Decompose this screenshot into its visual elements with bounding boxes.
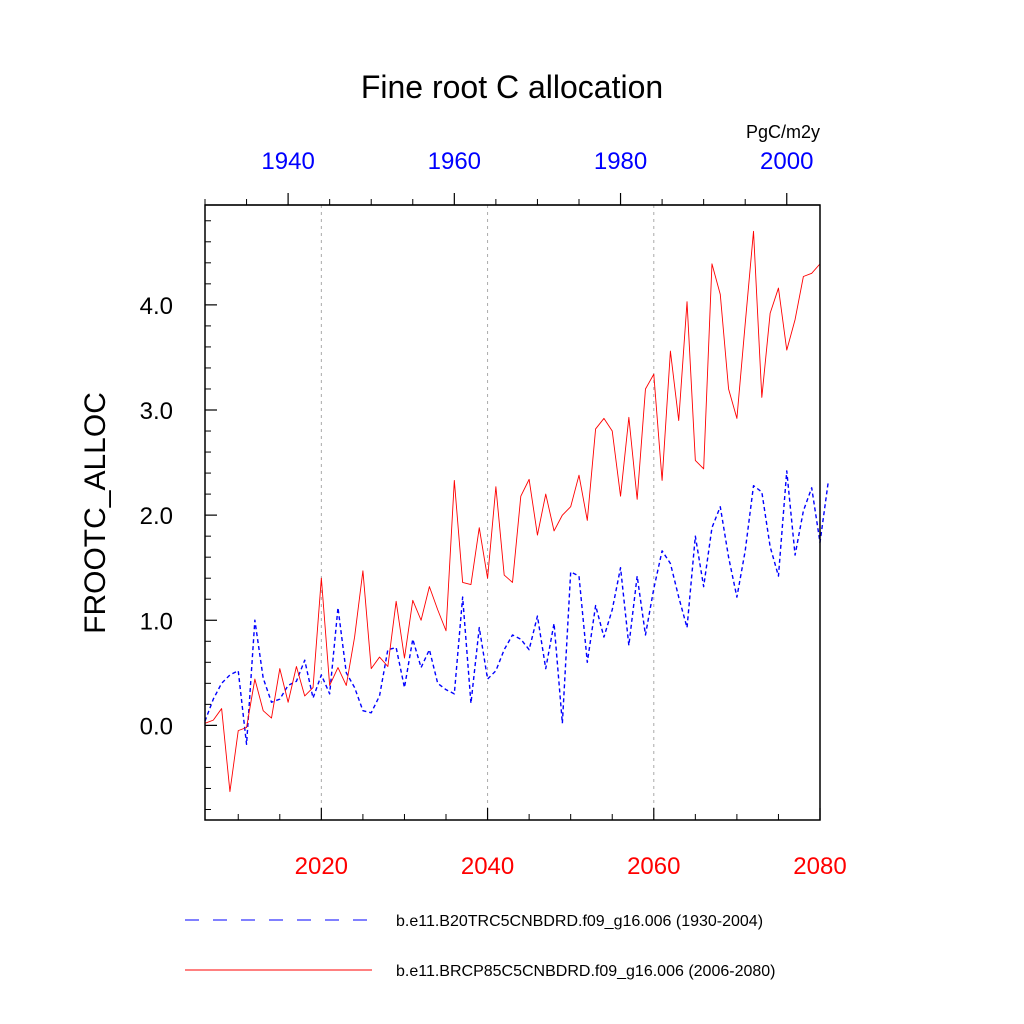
y-tick-label: 4.0: [140, 293, 173, 320]
tick-marks: [204, 193, 821, 820]
gridlines: [320, 205, 655, 820]
bottom-tick-label: 2020: [295, 853, 348, 880]
legend-label-0: b.e11.B20TRC5CNBDRD.f09_g16.006 (1930-20…: [396, 913, 763, 930]
bottom-tick-label: 2080: [793, 853, 846, 880]
top-tick-label: 2000: [760, 148, 813, 175]
plot-frame: [204, 204, 821, 821]
top-tick-label: 1940: [261, 148, 314, 175]
tick-labels: 0.0 1.0 2.0 3.0 4.0 2020 2040 2060 2080 1940 1960 1…: [140, 148, 847, 880]
top-tick-label: 1980: [594, 148, 647, 175]
legend-label-1: b.e11.BRCP85C5CNBDRD.f09_g16.006 (2006-2…: [396, 963, 775, 980]
series-line-1: [204, 230, 821, 793]
y-tick-label: 3.0: [140, 398, 173, 425]
y-tick-label: 2.0: [140, 503, 173, 530]
y-tick-label: 1.0: [140, 608, 173, 635]
bottom-tick-label: 2040: [461, 853, 514, 880]
series-layer: [204, 230, 830, 793]
series-line-0: [204, 470, 830, 746]
bottom-tick-label: 2060: [627, 853, 680, 880]
top-tick-label: 1960: [428, 148, 481, 175]
chart-title: Fine root C allocation: [361, 69, 663, 105]
y-axis-label: FROOTC_ALLOC: [79, 392, 112, 634]
y-tick-label: 0.0: [140, 713, 173, 740]
legend: b.e11.B20TRC5CNBDRD.f09_g16.006 (1930-20…: [185, 913, 775, 980]
units-label: PgC/m2y: [746, 122, 820, 142]
